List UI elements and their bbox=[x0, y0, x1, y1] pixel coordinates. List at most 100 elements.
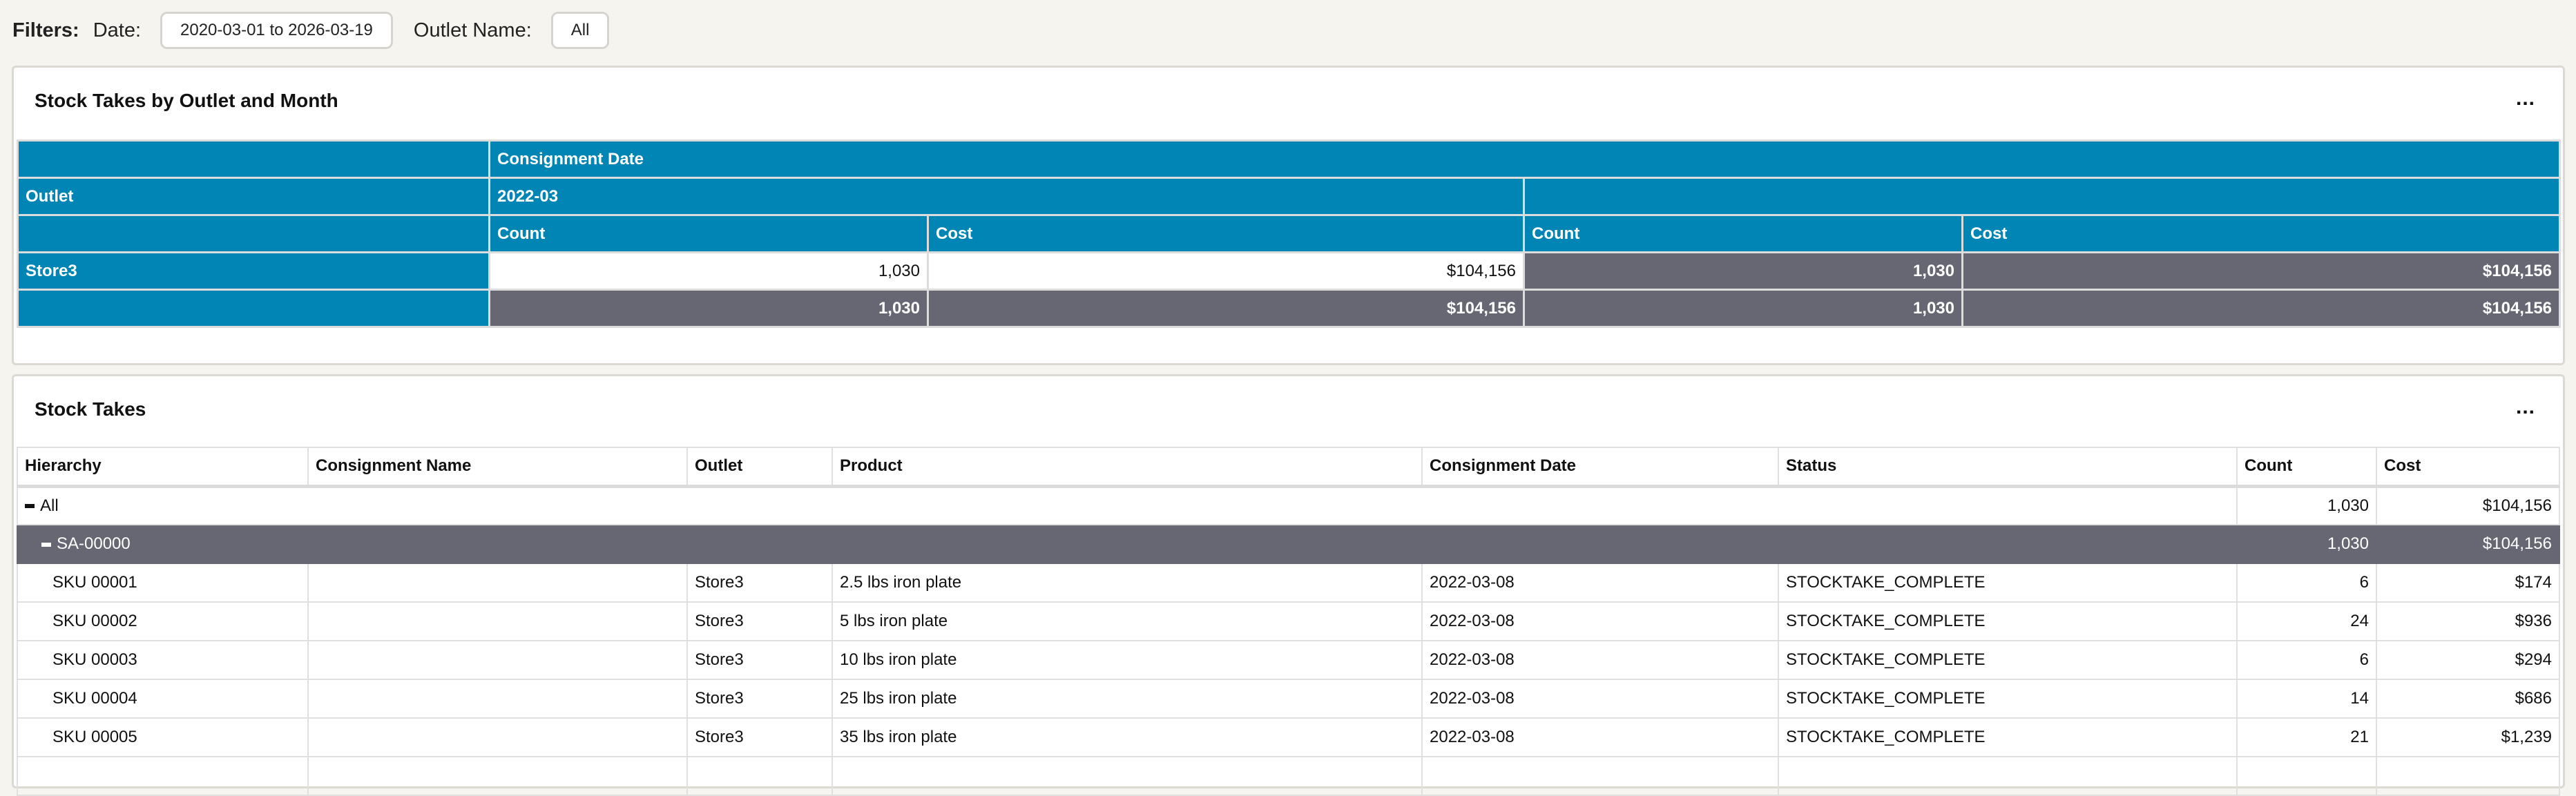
outlet-cell: Store3 bbox=[686, 717, 833, 757]
pivot-table: Consignment Date Outlet 2022-03 Count Co… bbox=[17, 139, 2561, 328]
table-row[interactable]: SKU 00005 Store3 35 lbs iron plate 2022-03-… bbox=[17, 717, 2560, 757]
hierarchy-label: All bbox=[40, 496, 59, 515]
product-cell: 25 lbs iron plate bbox=[832, 679, 1423, 719]
date-filter-input[interactable]: 2020-03-01 to 2026-03-19 bbox=[160, 12, 393, 49]
consignment-date-cell: 2022-03-08 bbox=[1421, 679, 1779, 719]
hierarchy-cell[interactable]: All bbox=[17, 485, 2238, 525]
outlet-filter-label: Outlet Name: bbox=[413, 19, 532, 41]
cost-cell: $174 bbox=[2376, 563, 2560, 603]
collapse-icon[interactable] bbox=[25, 504, 35, 509]
pivot-corner bbox=[17, 214, 490, 253]
pivot-count-header: Count bbox=[488, 214, 929, 253]
empty-cell bbox=[2376, 756, 2560, 796]
sku-cell: SKU 00004 bbox=[17, 679, 309, 719]
filter-bar: Filters: Date: 2020-03-01 to 2026-03-19 … bbox=[12, 10, 630, 51]
product-cell: 35 lbs iron plate bbox=[832, 717, 1423, 757]
table-row[interactable]: SKU 00004 Store3 25 lbs iron plate 2022-03-… bbox=[17, 679, 2560, 719]
consignment-date-cell: 2022-03-08 bbox=[1421, 640, 1779, 680]
sku-cell: SKU 00003 bbox=[17, 640, 309, 680]
product-cell: 2.5 lbs iron plate bbox=[832, 563, 1423, 603]
pivot-cost-total: $104,156 bbox=[927, 289, 1525, 328]
table-row[interactable]: SKU 00002 Store3 5 lbs iron plate 2022-03-0… bbox=[17, 601, 2560, 641]
empty-cell bbox=[1778, 756, 2238, 796]
all-row[interactable]: All 1,030 $104,156 bbox=[17, 485, 2560, 525]
cost-cell: $294 bbox=[2376, 640, 2560, 680]
consignment-name-cell bbox=[307, 679, 688, 719]
column-header-consignment-date[interactable]: Consignment Date bbox=[1421, 447, 1779, 488]
collapse-icon[interactable] bbox=[41, 542, 51, 547]
group-row[interactable]: SA-00000 1,030 $104,156 bbox=[17, 524, 2560, 564]
pivot-outlet-cell: Store3 bbox=[17, 251, 490, 291]
column-header-count[interactable]: Count bbox=[2236, 447, 2377, 488]
count-cell: 1,030 bbox=[2236, 524, 2377, 564]
column-header-product[interactable]: Product bbox=[832, 447, 1423, 488]
pivot-cost-header: Cost bbox=[927, 214, 1525, 253]
outlet-cell: Store3 bbox=[686, 563, 833, 603]
empty-cell bbox=[307, 756, 688, 796]
outlet-filter-select[interactable]: All bbox=[550, 12, 610, 49]
pivot-grand-count: 1,030 bbox=[1523, 289, 1963, 328]
stock-takes-table: Hierarchy Consignment Name Outlet Produc… bbox=[17, 447, 2560, 796]
count-cell: 6 bbox=[2236, 640, 2377, 680]
outlet-cell: Store3 bbox=[686, 679, 833, 719]
pivot-row: Store3 1,030 $104,156 1,030 $104,156 bbox=[17, 251, 2561, 291]
pivot-count-header: Count bbox=[1523, 214, 1963, 253]
pivot-total-header bbox=[1522, 177, 2561, 216]
consignment-name-cell bbox=[307, 563, 688, 603]
hierarchy-label: SA-00000 bbox=[57, 534, 131, 553]
pivot-panel: Stock Takes by Outlet and Month ... Cons… bbox=[12, 66, 2565, 365]
pivot-header-group: Consignment Date bbox=[488, 139, 2561, 179]
outlet-cell: Store3 bbox=[686, 601, 833, 641]
pivot-total-count-cell: 1,030 bbox=[1523, 251, 1963, 291]
pivot-totals-label bbox=[17, 289, 490, 328]
status-cell: STOCKTAKE_COMPLETE bbox=[1778, 601, 2238, 641]
cost-cell: $936 bbox=[2376, 601, 2560, 641]
table-row[interactable]: SKU 00003 Store3 10 lbs iron plate 2022-03-… bbox=[17, 640, 2560, 680]
panel-title: Stock Takes by Outlet and Month bbox=[35, 90, 338, 111]
empty-cell bbox=[832, 756, 1423, 796]
consignment-date-cell: 2022-03-08 bbox=[1421, 601, 1779, 641]
column-header-hierarchy[interactable]: Hierarchy bbox=[17, 447, 309, 488]
column-header-status[interactable]: Status bbox=[1778, 447, 2238, 488]
hierarchy-cell[interactable]: SA-00000 bbox=[17, 524, 2238, 564]
empty-cell bbox=[17, 756, 309, 796]
stock-takes-panel: Stock Takes ... Hierarchy Consignment Na… bbox=[12, 374, 2565, 796]
table-row[interactable] bbox=[17, 756, 2560, 796]
table-header-row: Hierarchy Consignment Name Outlet Produc… bbox=[17, 447, 2560, 488]
empty-cell bbox=[2236, 756, 2377, 796]
status-cell: STOCKTAKE_COMPLETE bbox=[1778, 640, 2238, 680]
cost-cell: $104,156 bbox=[2376, 485, 2560, 525]
count-cell: 24 bbox=[2236, 601, 2377, 641]
pivot-month-header: 2022-03 bbox=[488, 177, 1525, 216]
more-menu-icon[interactable]: ... bbox=[2515, 396, 2535, 418]
outlet-cell: Store3 bbox=[686, 640, 833, 680]
consignment-name-cell bbox=[307, 717, 688, 757]
cost-cell: $104,156 bbox=[2376, 524, 2560, 564]
product-cell: 5 lbs iron plate bbox=[832, 601, 1423, 641]
column-header-consignment-name[interactable]: Consignment Name bbox=[307, 447, 688, 488]
pivot-count-total: 1,030 bbox=[488, 289, 929, 328]
status-cell: STOCKTAKE_COMPLETE bbox=[1778, 563, 2238, 603]
pivot-corner bbox=[17, 139, 490, 179]
pivot-grand-cost: $104,156 bbox=[1961, 289, 2561, 328]
empty-cell bbox=[1421, 756, 1779, 796]
date-filter-label: Date: bbox=[93, 19, 142, 41]
more-menu-icon[interactable]: ... bbox=[2515, 87, 2535, 110]
sku-cell: SKU 00001 bbox=[17, 563, 309, 603]
consignment-date-cell: 2022-03-08 bbox=[1421, 563, 1779, 603]
pivot-cost-header: Cost bbox=[1961, 214, 2561, 253]
pivot-row-header: Outlet bbox=[17, 177, 490, 216]
column-header-outlet[interactable]: Outlet bbox=[686, 447, 833, 488]
column-header-cost[interactable]: Cost bbox=[2376, 447, 2560, 488]
count-cell: 1,030 bbox=[2236, 485, 2377, 525]
product-cell: 10 lbs iron plate bbox=[832, 640, 1423, 680]
table-row[interactable]: SKU 00001 Store3 2.5 lbs iron plate 2022-03… bbox=[17, 563, 2560, 603]
consignment-name-cell bbox=[307, 601, 688, 641]
pivot-totals-row: 1,030 $104,156 1,030 $104,156 bbox=[17, 289, 2561, 328]
pivot-count-cell: 1,030 bbox=[488, 251, 929, 291]
empty-cell bbox=[686, 756, 833, 796]
pivot-cost-cell: $104,156 bbox=[927, 251, 1525, 291]
sku-cell: SKU 00005 bbox=[17, 717, 309, 757]
status-cell: STOCKTAKE_COMPLETE bbox=[1778, 717, 2238, 757]
panel-title: Stock Takes bbox=[35, 398, 146, 420]
